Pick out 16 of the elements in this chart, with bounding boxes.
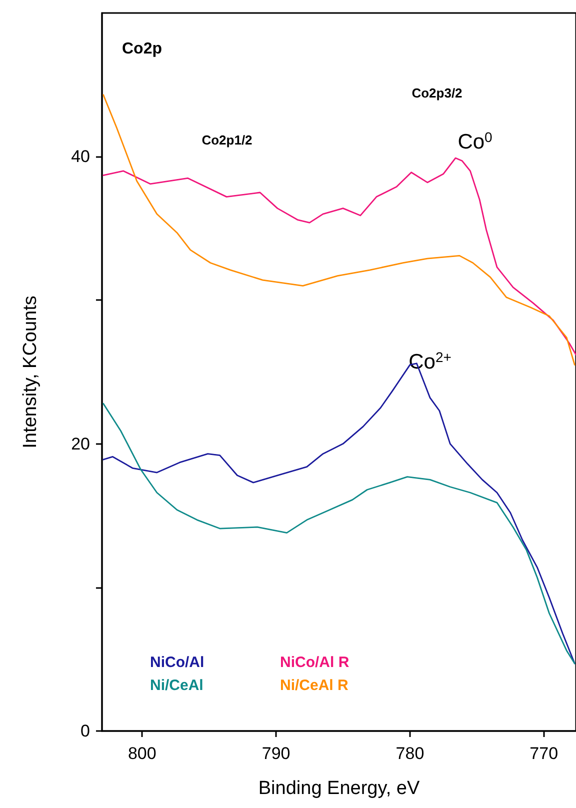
text: NiCo/Al — [150, 654, 204, 671]
x-tick-label: 790 — [262, 744, 290, 763]
annotation: Co2p — [122, 40, 162, 58]
x-tick-label: 770 — [530, 744, 558, 763]
text: Ni/CeAl R — [280, 677, 349, 694]
y-axis-title: Intensity, KCounts — [20, 296, 41, 448]
text: NiCo/Al R — [280, 654, 350, 671]
y-tick-label: 20 — [71, 434, 90, 454]
x-tick-label: 780 — [396, 744, 424, 763]
y-tick-label: 0 — [80, 722, 90, 740]
x-axis-title: Binding Energy, eV — [258, 778, 420, 799]
y-tick-label: 40 — [71, 147, 90, 166]
annotation: Co2p3/2 — [412, 86, 462, 100]
text: Ni/CeAl — [150, 677, 204, 694]
x-tick-label: 800 — [128, 744, 156, 763]
annotation: Co2p1/2 — [202, 132, 252, 148]
